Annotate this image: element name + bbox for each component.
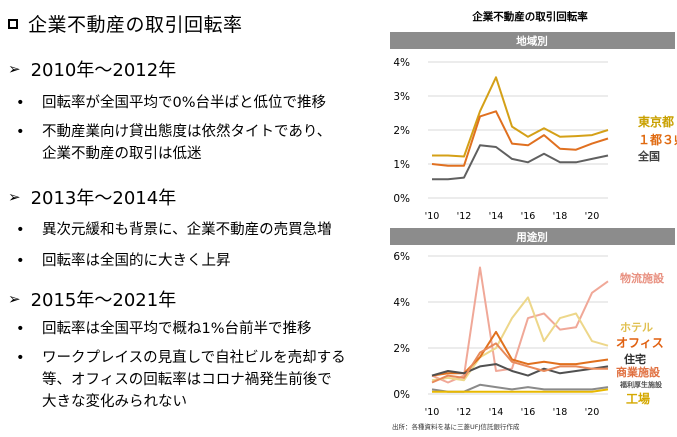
x-tick-label: '10 — [425, 211, 440, 222]
series-line — [431, 342, 608, 384]
bullet-item: • 回転率が全国平均で0%台半ばと低位で推移 — [16, 92, 372, 114]
bullet-dot-icon: • — [16, 350, 25, 366]
series-label: １都３県 — [638, 132, 677, 147]
y-tick-label: 3% — [393, 91, 410, 103]
x-tick-label: '20 — [585, 211, 600, 222]
summary-title-text: 企業不動産の取引回転率 — [28, 14, 243, 36]
y-tick-label: 0% — [393, 389, 410, 401]
series-line — [432, 144, 609, 181]
x-tick-label: '16 — [521, 211, 536, 222]
bullet-item: • 回転率は全国的に大きく上昇 — [16, 250, 372, 272]
chevron-right-icon: ➢ — [8, 188, 21, 206]
x-tick-label: '10 — [425, 407, 440, 418]
series-label: 東京都 — [638, 114, 674, 129]
series-line — [431, 330, 609, 377]
series-label: ホテル — [620, 321, 653, 334]
bullet-item: • ワークプレイスの見直しで自社ビルを売却する 等、オフィスの回転率はコロナ禍発生… — [16, 347, 372, 413]
x-tick-label: '12 — [457, 407, 472, 418]
series-line — [431, 383, 609, 393]
bullet-item: • 異次元緩和も背景に、企業不動産の売買急増 — [16, 219, 372, 241]
bullet-dot-icon: • — [16, 253, 25, 269]
series-label: 物流施設 — [620, 271, 665, 285]
panel-header-band — [390, 228, 675, 245]
bullet-dot-icon: • — [16, 95, 25, 111]
series-label: 商業施設 — [616, 365, 661, 379]
series-line — [432, 388, 609, 393]
series-line — [431, 296, 609, 382]
x-tick-label: '12 — [457, 211, 472, 222]
chart-panel-region: 地域別 0% 1% 2% 3% 4% '10 '12 '14 '16 '18 '20 東京都 １都３県全国 — [390, 32, 677, 222]
section-heading: ➢ 2015年～2021年 — [8, 290, 177, 311]
y-tick-label: 4% — [393, 297, 410, 309]
series-label: オフィス — [616, 336, 664, 350]
series-label: 工場 — [626, 391, 650, 406]
chart-svg: 企業不動産の取引回転率 地域別 0% 1% 2% 3% 4% '10 '12 '14 '16 '18… — [390, 10, 677, 431]
series-label: 住宅 — [624, 352, 646, 366]
bullet-item: • 不動産業向け貸出態度は依然タイトであり、 企業不動産の取引は低迷 — [16, 121, 372, 165]
series-line — [431, 363, 609, 377]
bullet-dot-icon: • — [16, 124, 25, 140]
y-tick-label: 4% — [393, 57, 410, 69]
panel-title: 用途別 — [515, 231, 548, 244]
series-line — [431, 110, 609, 167]
source-note: 出所：各種資料を基に三菱UFJ信託銀行作成 — [392, 422, 520, 431]
chart-panel-usage: 用途別 0% 2% 4% 6% '10 '12 '14 '16 '18 '20 物流施設ホテルオフィス… — [390, 228, 675, 418]
bullet-dot-icon: • — [16, 222, 25, 238]
summary-title: 企業不動産の取引回転率 — [8, 10, 243, 37]
panel-title: 地域別 — [516, 35, 548, 48]
square-bullet-icon — [8, 18, 18, 29]
chart-title: 企業不動産の取引回転率 — [471, 10, 588, 23]
y-tick-label: 2% — [393, 125, 410, 137]
series-label: 全国 — [637, 149, 660, 163]
bullet-item: • 回転率は全国平均で概ね1%台前半で推移 — [16, 318, 372, 340]
x-tick-label: '18 — [553, 407, 568, 418]
panel-header-band — [390, 32, 675, 49]
y-tick-label: 0% — [393, 193, 410, 205]
chart-panel: 企業不動産の取引回転率 地域別 0% 1% 2% 3% 4% '10 '12 '14 '16 '18… — [380, 0, 677, 433]
x-tick-label: '20 — [585, 407, 600, 418]
section-heading: ➢ 2013年～2014年 — [8, 188, 177, 209]
chevron-right-icon: ➢ — [8, 290, 21, 308]
section-heading: ➢ 2010年～2012年 — [8, 60, 177, 81]
y-tick-label: 1% — [393, 159, 410, 171]
y-tick-label: 6% — [393, 251, 410, 263]
x-tick-label: '14 — [489, 407, 504, 418]
bullet-dot-icon: • — [16, 321, 25, 337]
chevron-right-icon: ➢ — [8, 60, 21, 78]
x-tick-label: '18 — [553, 211, 568, 222]
series-label: 福利厚生施設 — [619, 380, 663, 389]
y-tick-label: 2% — [393, 343, 410, 355]
x-tick-label: '14 — [489, 211, 504, 222]
summary-panel: 企業不動産の取引回転率 ➢ 2010年～2012年 • 回転率が全国平均で0%台… — [8, 10, 372, 413]
series-line — [432, 76, 609, 158]
x-tick-label: '16 — [521, 407, 536, 418]
